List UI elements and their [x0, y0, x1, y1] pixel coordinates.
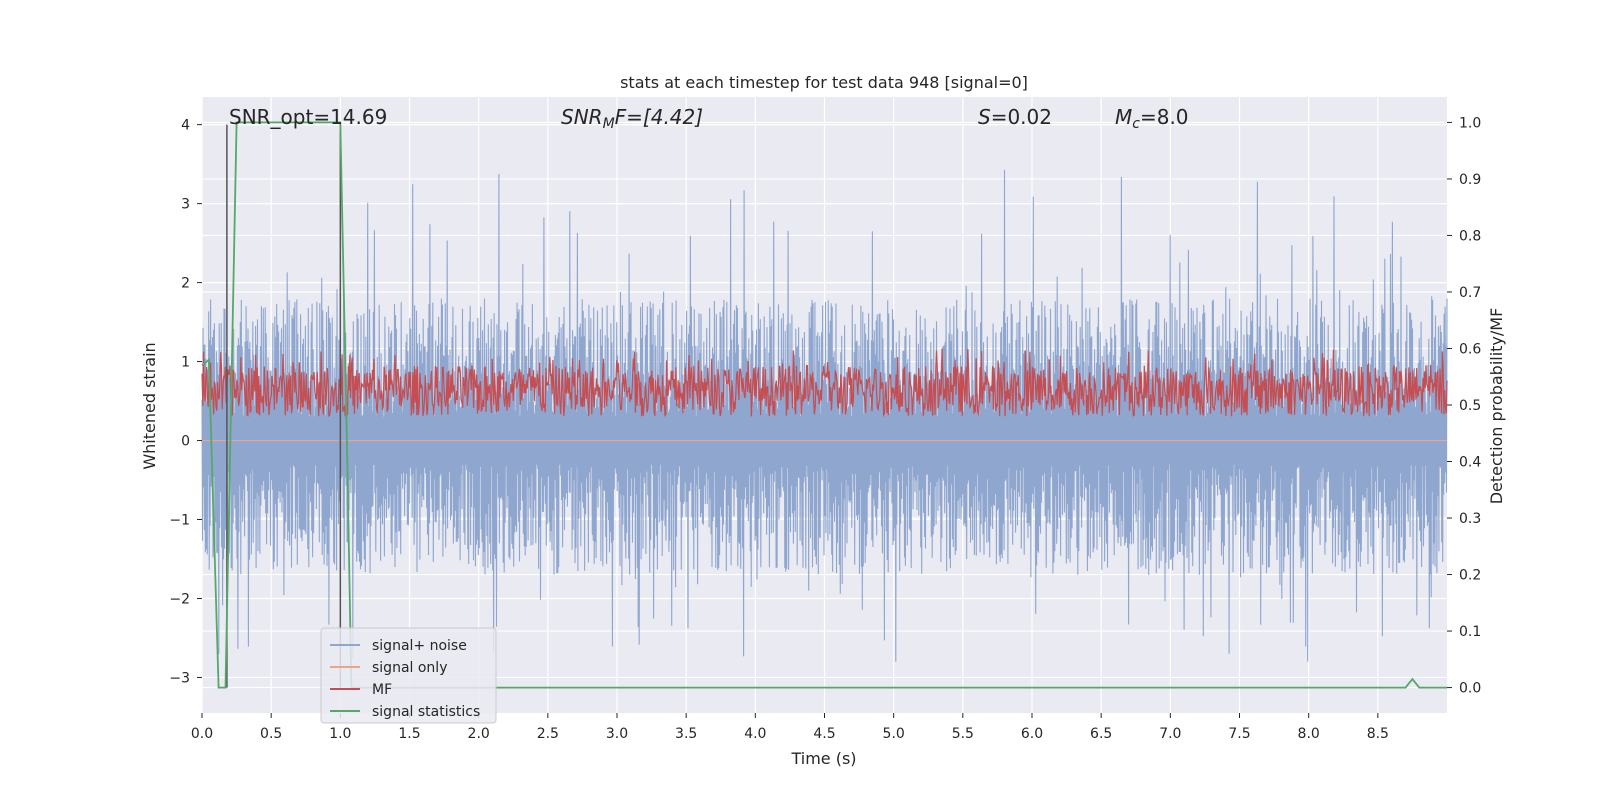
y2-tick-label: 0.0	[1459, 681, 1481, 697]
x-axis-label: Time (s)	[790, 749, 856, 768]
y-tick-label: 2	[181, 276, 190, 292]
signal-statistics-line	[201, 121, 1447, 689]
y-tick-label: 1	[181, 355, 190, 371]
mf-series	[201, 348, 1448, 418]
y2-tick-label: 0.2	[1459, 568, 1481, 584]
y-tick-label: 3	[181, 197, 190, 213]
y-axis-label: Whitened strain	[140, 342, 159, 469]
y-tick-label: −1	[169, 513, 190, 529]
signal-statistics-series	[201, 121, 1447, 689]
x-tick-label: 6.5	[1090, 726, 1112, 742]
x-tick-label: 7.5	[1228, 726, 1250, 742]
mf-line	[201, 348, 1448, 418]
y2-tick-label: 0.1	[1459, 624, 1481, 640]
x-tick-label: 7.0	[1159, 726, 1181, 742]
y2-axis-label: Detection probability/MF	[1487, 308, 1506, 505]
x-tick-label: 5.0	[883, 726, 905, 742]
y2-tick-label: 0.6	[1459, 341, 1481, 357]
y2-tick-label: 0.3	[1459, 511, 1481, 527]
x-tick-label: 1.5	[398, 726, 420, 742]
y2-tick-label: 0.9	[1459, 172, 1481, 188]
x-tick-label: 0.5	[260, 726, 282, 742]
legend-label: signal statistics	[372, 704, 480, 720]
annotation-snr-mf: SNRMF=[4.42]	[561, 105, 703, 132]
x-tick-label: 6.0	[1021, 726, 1043, 742]
x-tick-labels: 0.0 0.5 1.0 1.5 2.0 2.5 3.0 3.5 4.0 4.5 5.0 5.5 6.0 6…	[191, 713, 1389, 742]
y2-tick-label: 1.0	[1459, 115, 1481, 131]
x-tick-label: 8.5	[1367, 726, 1389, 742]
y2-tick-label: 0.7	[1459, 285, 1481, 301]
y-tick-label: 4	[181, 118, 190, 134]
chart-title: stats at each timestep for test data 948…	[620, 73, 1028, 92]
signal-noise-line	[201, 169, 1448, 662]
legend-label: MF	[372, 682, 392, 698]
y-tick-label: −2	[169, 591, 190, 607]
y-tick-label: 0	[181, 434, 190, 450]
y-tick-label: −3	[169, 670, 190, 686]
signal-noise-series	[201, 169, 1448, 662]
x-tick-label: 4.5	[813, 726, 835, 742]
x-tick-label: 3.5	[675, 726, 697, 742]
legend-items: signal+ noise signal only MF signal statist…	[330, 638, 480, 720]
x-tick-label: 0.0	[191, 726, 213, 742]
x-tick-label: 3.0	[606, 726, 628, 742]
y2-tick-label: 0.5	[1459, 398, 1481, 414]
y2-tick-label: 0.8	[1459, 228, 1481, 244]
y-tick-labels: 4 3 2 1 0 −1 −2 −3	[169, 118, 202, 686]
annotation-snr-opt: SNR_opt=14.69	[229, 105, 387, 129]
annotation-s: S=0.02	[978, 105, 1052, 129]
x-tick-label: 1.0	[329, 726, 351, 742]
legend-box	[320, 627, 497, 724]
legend-label: signal+ noise	[372, 638, 467, 654]
x-tick-label: 5.5	[952, 726, 974, 742]
y2-tick-label: 0.4	[1459, 455, 1481, 471]
x-tick-label: 2.5	[537, 726, 559, 742]
y2-tick-labels: 1.0 0.9 0.8 0.7 0.6 0.5 0.4 0.3 0.2 0.1 0.0	[1447, 115, 1481, 697]
x-tick-label: 2.0	[468, 726, 490, 742]
x-tick-label: 4.0	[744, 726, 766, 742]
annotation-mc: Mc=8.0	[1115, 105, 1189, 132]
x-tick-label: 8.0	[1298, 726, 1320, 742]
legend: signal+ noise signal only MF signal statist…	[320, 627, 497, 724]
legend-label: signal only	[372, 660, 447, 676]
